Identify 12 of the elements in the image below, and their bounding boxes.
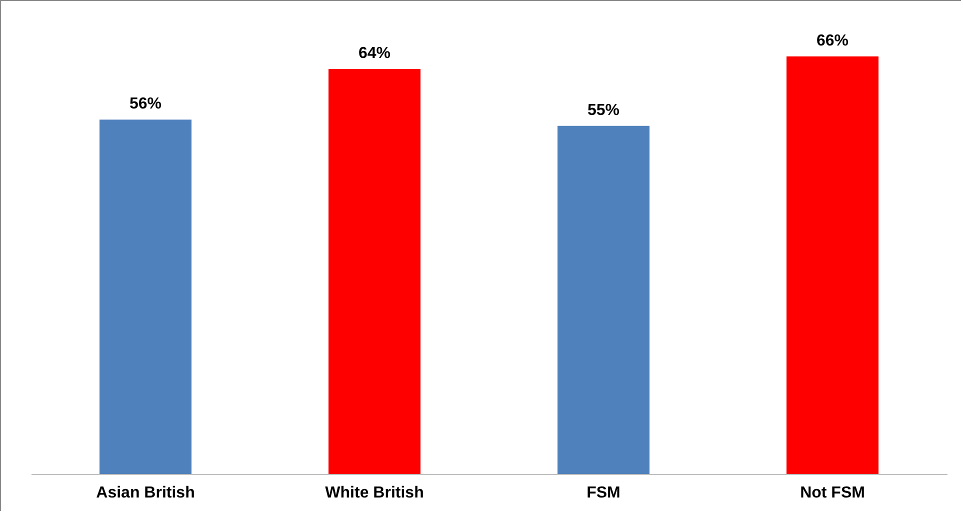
data-label: 56% xyxy=(129,96,162,113)
x-tick-label: Asian British xyxy=(96,484,195,502)
data-label: 55% xyxy=(587,102,620,119)
x-tick-label: Not FSM xyxy=(800,484,865,502)
x-tick-label: White British xyxy=(325,484,424,502)
data-label: 66% xyxy=(816,32,849,50)
bar xyxy=(558,126,650,474)
data-label: 64% xyxy=(358,44,391,62)
bar xyxy=(786,56,878,474)
x-tick-label: FSM xyxy=(586,484,620,502)
bar xyxy=(328,68,420,474)
bar xyxy=(100,120,192,474)
